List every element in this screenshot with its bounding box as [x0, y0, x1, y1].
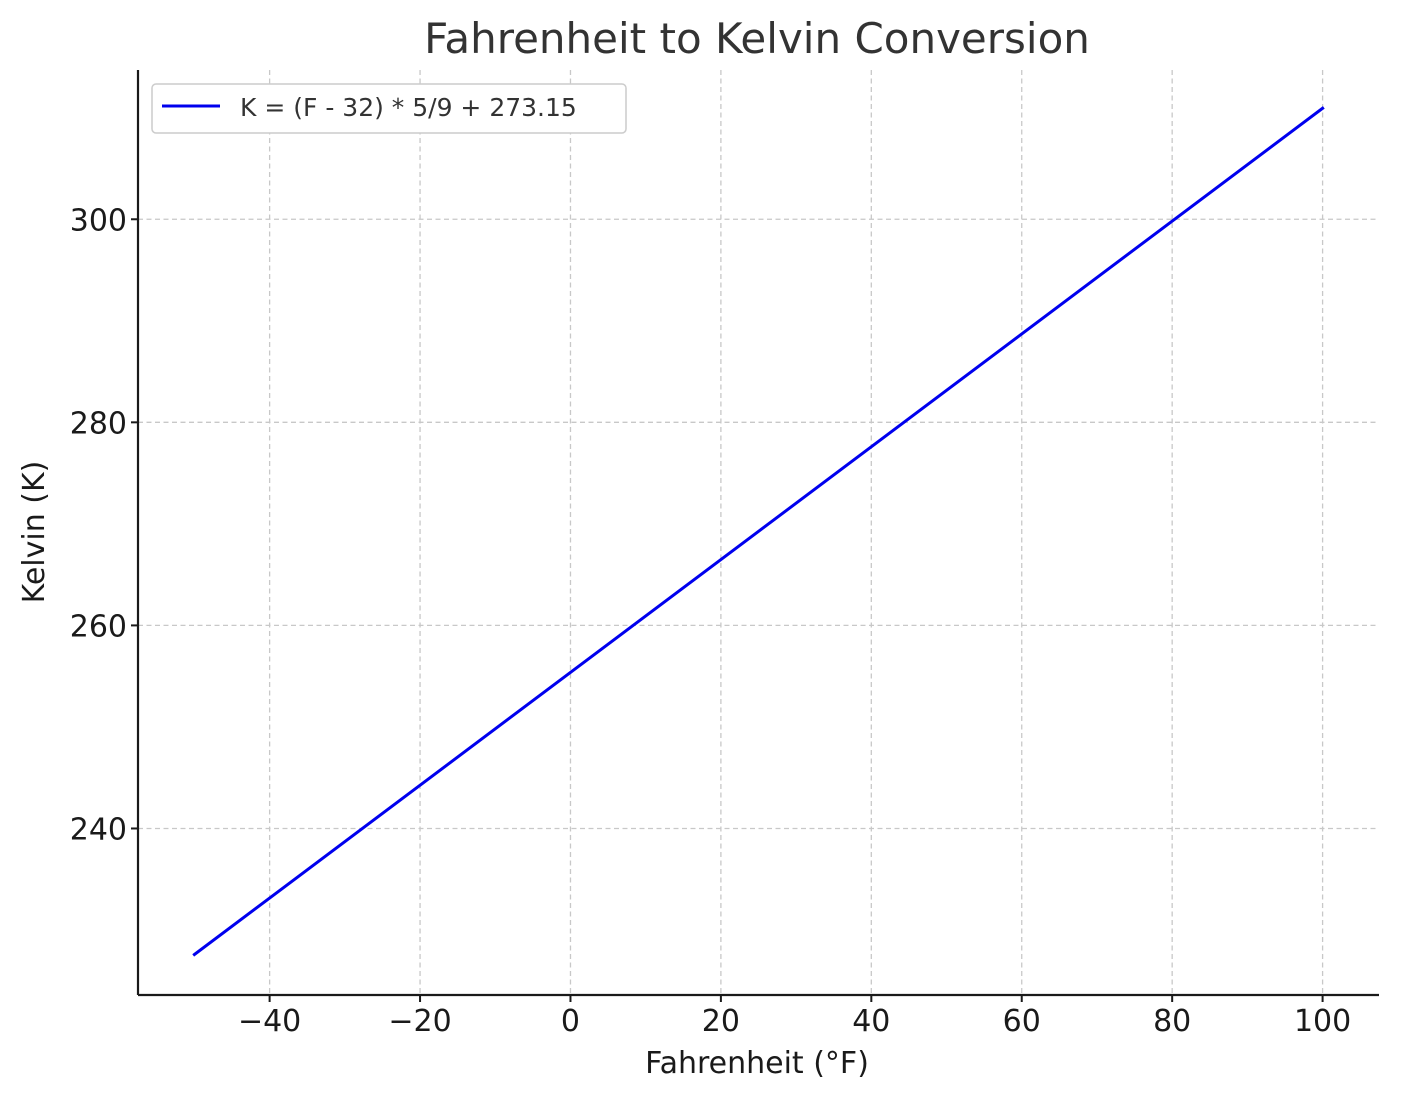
x-tick-label: 0 [561, 1004, 580, 1039]
x-tick-label: 20 [702, 1004, 740, 1039]
y-tick-label: 260 [70, 609, 127, 644]
x-axis-label: Fahrenheit (°F) [645, 1046, 869, 1081]
y-ticks: 240 260 280 300 [70, 203, 138, 847]
chart-title: Fahrenheit to Kelvin Conversion [424, 14, 1090, 63]
y-tick-label: 280 [70, 406, 127, 441]
y-tick-label: 300 [70, 203, 127, 238]
x-tick-label: 100 [1294, 1004, 1351, 1039]
x-tick-label: 40 [852, 1004, 890, 1039]
legend: K = (F - 32) * 5/9 + 273.15 [151, 83, 627, 134]
x-tick-label: 80 [1153, 1004, 1191, 1039]
legend-label: K = (F - 32) * 5/9 + 273.15 [240, 93, 577, 122]
y-tick-label: 240 [70, 812, 127, 847]
x-tick-label: 60 [1003, 1004, 1041, 1039]
x-tick-label: −40 [238, 1004, 301, 1039]
x-ticks: −40 −20 0 20 40 60 80 100 [238, 995, 1351, 1039]
series-line [192, 106, 1325, 957]
y-axis-label: Kelvin (K) [17, 461, 52, 604]
legend-box [151, 83, 627, 134]
grid-lines [138, 70, 1379, 995]
series-lines [192, 106, 1325, 957]
x-tick-label: −20 [388, 1004, 451, 1039]
